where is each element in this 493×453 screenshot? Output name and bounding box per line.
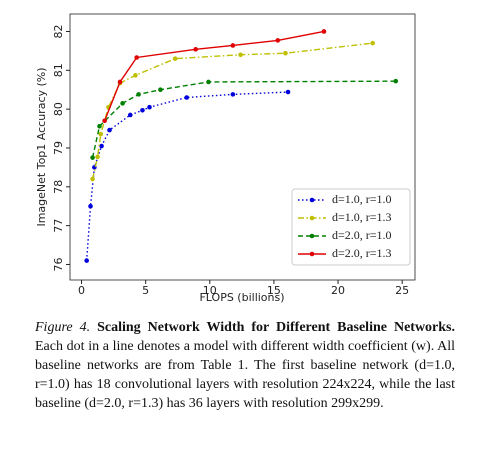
data-point bbox=[158, 87, 163, 93]
data-point bbox=[84, 258, 89, 263]
data-point bbox=[206, 79, 211, 85]
caption-title: Scaling Network Width for Different Base… bbox=[97, 320, 456, 335]
data-point bbox=[230, 43, 236, 48]
legend-label: d=2.0, r=1.0 bbox=[332, 228, 392, 242]
data-point bbox=[88, 203, 93, 209]
data-point bbox=[98, 131, 104, 137]
data-point bbox=[172, 56, 178, 61]
data-point bbox=[99, 143, 104, 149]
data-point bbox=[102, 118, 107, 124]
legend-label: d=1.0, r=1.0 bbox=[332, 192, 392, 206]
caption-text: Each dot in a line denotes a model with … bbox=[35, 339, 455, 411]
data-point bbox=[117, 79, 123, 85]
data-point bbox=[283, 50, 288, 56]
x-tick-label: 15 bbox=[267, 284, 281, 297]
x-tick-label: 25 bbox=[395, 284, 409, 297]
data-point bbox=[107, 127, 112, 133]
y-tick-label: 76 bbox=[52, 257, 65, 271]
data-point bbox=[184, 95, 190, 100]
legend-box bbox=[291, 188, 411, 266]
x-tick-label: 0 bbox=[78, 284, 85, 297]
series-line bbox=[91, 42, 373, 180]
x-axis-label: FLOPS (billions) bbox=[199, 291, 284, 304]
y-tick-label: 80 bbox=[52, 102, 65, 116]
data-point bbox=[193, 47, 198, 52]
legend-label: d=2.0, r=1.3 bbox=[332, 246, 392, 260]
data-point bbox=[230, 92, 236, 97]
x-tick-label: 5 bbox=[142, 284, 149, 297]
y-tick-label: 78 bbox=[52, 180, 65, 194]
x-tick-label: 20 bbox=[331, 284, 345, 297]
data-point bbox=[321, 29, 327, 34]
y-tick-label: 81 bbox=[52, 63, 65, 77]
data-point bbox=[393, 78, 399, 84]
chart: FLOPS (billions) ImageNet Top1 Accuracy … bbox=[35, 13, 416, 304]
legend-marker bbox=[309, 233, 315, 239]
data-point bbox=[90, 155, 95, 160]
data-point bbox=[133, 73, 138, 78]
y-axis-label: ImageNet Top1 Accuracy (%) bbox=[35, 67, 48, 226]
x-tick-label: 10 bbox=[203, 284, 217, 297]
data-point bbox=[285, 89, 291, 95]
legend-marker bbox=[309, 215, 315, 221]
y-tick-label: 82 bbox=[52, 24, 65, 38]
data-point bbox=[140, 108, 145, 113]
y-tick-label: 77 bbox=[52, 219, 65, 233]
data-point bbox=[90, 176, 95, 182]
legend-marker bbox=[309, 251, 315, 257]
data-point bbox=[136, 92, 141, 97]
data-point bbox=[120, 101, 125, 106]
series-line bbox=[85, 91, 289, 261]
legend-marker bbox=[309, 197, 315, 203]
caption: Figure 4. Scaling Network Width for Diff… bbox=[35, 318, 455, 413]
plot-frame bbox=[69, 13, 416, 281]
y-tick-label: 79 bbox=[52, 141, 65, 155]
data-point bbox=[370, 40, 375, 46]
data-point bbox=[127, 112, 133, 118]
legend-label: d=1.0, r=1.3 bbox=[332, 210, 392, 224]
data-point bbox=[238, 52, 243, 58]
caption-label: Figure 4. bbox=[35, 320, 91, 335]
data-point bbox=[97, 123, 102, 129]
data-point bbox=[95, 154, 100, 160]
data-point bbox=[147, 104, 152, 110]
data-point bbox=[275, 38, 281, 43]
data-point bbox=[134, 55, 139, 60]
